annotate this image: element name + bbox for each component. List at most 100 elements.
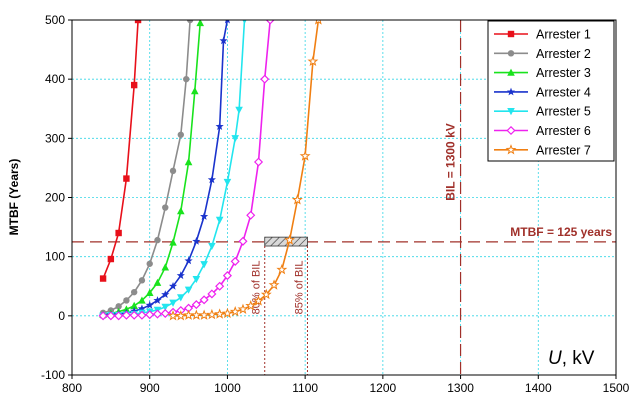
data-point [222, 271, 232, 281]
data-point [169, 238, 177, 246]
data-point [242, 20, 247, 24]
data-point [192, 236, 201, 245]
data-point [123, 175, 130, 182]
x-tick-label: 1100 [292, 381, 318, 395]
x-tick-label: 900 [140, 381, 160, 395]
data-point [152, 309, 163, 319]
series-arrester-1 [99, 20, 142, 282]
series-arrester-2 [99, 20, 194, 317]
data-point [200, 261, 208, 269]
series-line [102, 22, 201, 316]
data-point [160, 308, 170, 319]
series-arrester-4 [99, 20, 230, 319]
data-point [206, 308, 218, 320]
data-point [177, 207, 185, 215]
legend-label: Arrester 6 [536, 124, 591, 138]
data-point [191, 300, 201, 310]
y-tick-label: 200 [45, 191, 65, 205]
data-point [184, 286, 193, 294]
data-point [260, 74, 270, 84]
legend: Arrester 1 Arrester 2 Arrester 3 Arrester 4… [487, 20, 615, 162]
data-point [130, 81, 138, 89]
data-point [507, 108, 515, 116]
data-point [121, 310, 131, 320]
data-point [215, 216, 224, 224]
y-tick-label: -100 [41, 368, 65, 382]
x-tick-label: 1000 [214, 381, 241, 395]
data-point [224, 20, 230, 24]
data-point [207, 175, 216, 184]
data-point [115, 229, 122, 237]
data-point [246, 210, 256, 220]
bil-reference-label: BIL = 1300 kV [444, 123, 458, 201]
data-point [114, 311, 124, 321]
data-point [230, 256, 240, 266]
y-tick-label: 500 [45, 13, 65, 27]
data-point [175, 310, 187, 321]
legend-label: Arrester 5 [536, 105, 591, 119]
data-point [138, 277, 146, 284]
x-axis-unit: , kV [562, 348, 595, 369]
legend-item: Arrester 6 [494, 124, 591, 138]
series-arrester-6 [98, 20, 275, 321]
data-point [505, 144, 517, 155]
data-point [219, 36, 228, 45]
axes: 800 900 1000 1100 1200 1300 1400 1500 -100 0 100 20… [41, 13, 630, 395]
data-point [184, 256, 193, 265]
y-tick-label: 100 [45, 250, 65, 264]
data-point [506, 87, 516, 96]
data-point [192, 275, 201, 284]
data-point [137, 310, 147, 320]
data-point [307, 55, 319, 67]
data-point [208, 242, 216, 251]
data-point [146, 260, 153, 267]
data-point [507, 30, 515, 38]
data-point [200, 212, 209, 220]
data-point [507, 50, 515, 57]
data-point [207, 289, 217, 299]
y-tick-label: 0 [58, 309, 65, 323]
data-point [245, 300, 257, 311]
data-point [134, 20, 142, 24]
data-point [190, 87, 199, 95]
data-point [284, 234, 296, 245]
series-line [102, 20, 191, 314]
data-point [137, 304, 147, 313]
data-point [190, 309, 202, 320]
data-point [130, 301, 138, 309]
data-point [168, 281, 178, 290]
data-point [229, 305, 241, 317]
data-point [199, 295, 209, 305]
y-tick-label: 300 [45, 131, 65, 145]
data-point [253, 157, 264, 167]
data-point [265, 20, 275, 25]
data-point [276, 263, 288, 275]
data-point [506, 125, 516, 136]
data-point [214, 308, 226, 319]
data-point [221, 307, 233, 319]
x-tick-label: 1400 [525, 381, 552, 395]
x-axis-symbol: U [548, 348, 562, 369]
data-point [99, 275, 107, 282]
legend-item: Arrester 3 [494, 66, 591, 80]
data-point [145, 310, 155, 320]
data-point [238, 236, 248, 246]
x-tick-label: 1300 [447, 381, 474, 395]
data-point [130, 288, 138, 296]
data-point [154, 236, 161, 244]
data-point [196, 20, 205, 27]
data-point [115, 303, 122, 310]
data-point [507, 68, 515, 76]
data-point [145, 300, 154, 309]
data-point [299, 150, 311, 161]
legend-item: Arrester 5 [494, 105, 591, 119]
series-group [98, 20, 322, 321]
legend-label: Arrester 4 [536, 85, 591, 99]
x-tick-label: 1500 [603, 381, 630, 395]
data-point [161, 303, 170, 311]
x-tick-label: 1200 [370, 381, 397, 395]
data-point [223, 178, 232, 187]
mtbf-reference-label: MTBF = 125 years [510, 225, 612, 239]
data-point [184, 158, 193, 166]
